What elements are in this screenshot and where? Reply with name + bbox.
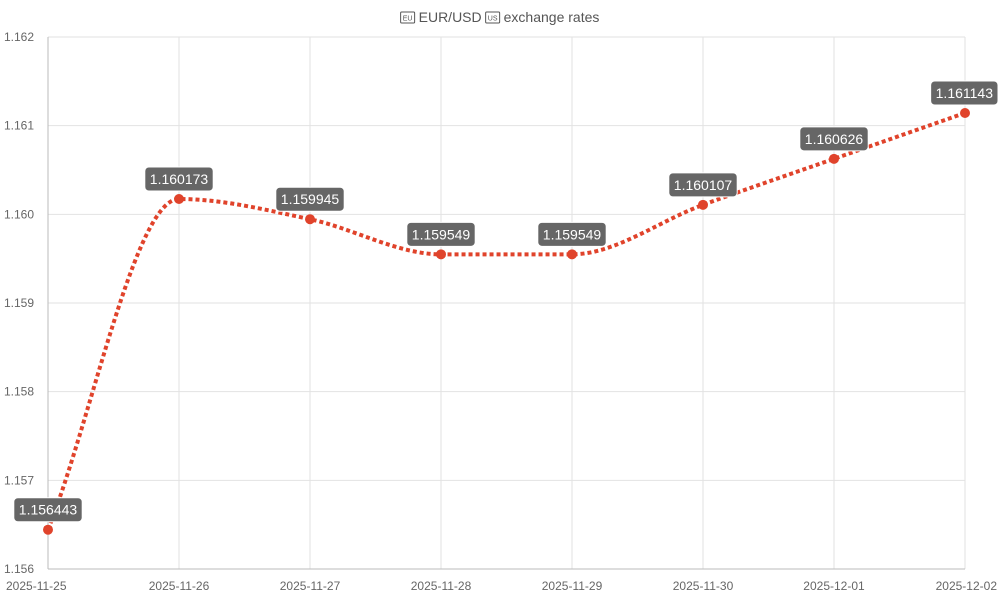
x-tick-label: 2025-12-01 [803,579,865,593]
data-label-box [537,221,607,247]
data-label-text: 1.160107 [674,177,733,193]
us-flag-letters: US [488,16,498,23]
data-label-text: 1.160626 [805,131,864,147]
data-label: 1.156443 [13,497,83,523]
data-label-text: 1.159549 [412,226,471,242]
x-tick-label: 2025-12-02 [936,579,998,593]
data-point [43,524,53,535]
y-tick-label: 1.156 [4,562,34,576]
data-label-box [930,80,999,106]
x-tick-label: 2025-11-28 [411,579,472,593]
title-currency-pair: EUR/USD [419,9,482,25]
x-tick-label: 2025-11-25 [6,579,67,593]
data-label-text: 1.159549 [543,226,602,242]
us-flag-icon: US [485,11,501,24]
data-label-text: 1.159945 [281,191,340,207]
data-label: 1.160626 [799,126,869,152]
grid-lines [48,36,966,570]
data-label-text: 1.160173 [150,171,209,187]
data-point [174,193,184,204]
title-suffix: exchange rates [504,9,600,25]
y-tick-label: 1.162 [4,30,34,44]
data-point [698,199,708,210]
data-label-box [13,497,83,523]
data-label-text: 1.161143 [936,85,994,101]
data-label: 1.161143 [930,80,999,106]
data-label-box [144,166,214,192]
y-tick-label: 1.157 [4,473,34,487]
y-tick-label: 1.161 [4,119,34,133]
data-point [829,153,839,164]
axes [47,37,965,570]
data-point [305,214,315,225]
x-tick-label: 2025-11-27 [280,579,341,593]
series-line-path [46,111,966,531]
x-tick-label: 2025-11-26 [149,579,210,593]
series-line [46,111,966,531]
data-point [960,107,970,118]
eu-flag-icon: EU [400,11,416,24]
data-label-box [668,172,738,198]
data-label: 1.159549 [406,221,476,247]
y-axis-ticks: 1.162 1.161 1.160 1.159 1.158 1.157 1.156 [4,30,34,576]
data-label: 1.159945 [275,186,345,212]
data-points [43,107,970,535]
x-tick-label: 2025-11-29 [542,579,603,593]
y-tick-label: 1.160 [4,207,34,221]
data-label-box [406,221,476,247]
data-label: 1.160173 [144,166,214,192]
data-label: 1.160107 [668,172,738,198]
data-point [436,249,446,260]
chart-title: EU EUR/USD US exchange rates [400,9,600,25]
eu-flag-letters: EU [403,16,413,23]
data-label-box [799,126,869,152]
data-point [567,249,577,260]
y-tick-label: 1.158 [4,385,34,399]
data-label: 1.159549 [537,221,607,247]
data-label-box [275,186,345,212]
data-label-text: 1.156443 [19,502,78,518]
y-tick-label: 1.159 [4,296,34,310]
x-axis-ticks: 2025-11-25 2025-11-26 2025-11-27 2025-11-28… [6,579,997,593]
data-labels: 1.156443 1.160173 1.159945 1.159549 1.159549… [13,80,999,523]
x-tick-label: 2025-11-30 [673,579,734,593]
